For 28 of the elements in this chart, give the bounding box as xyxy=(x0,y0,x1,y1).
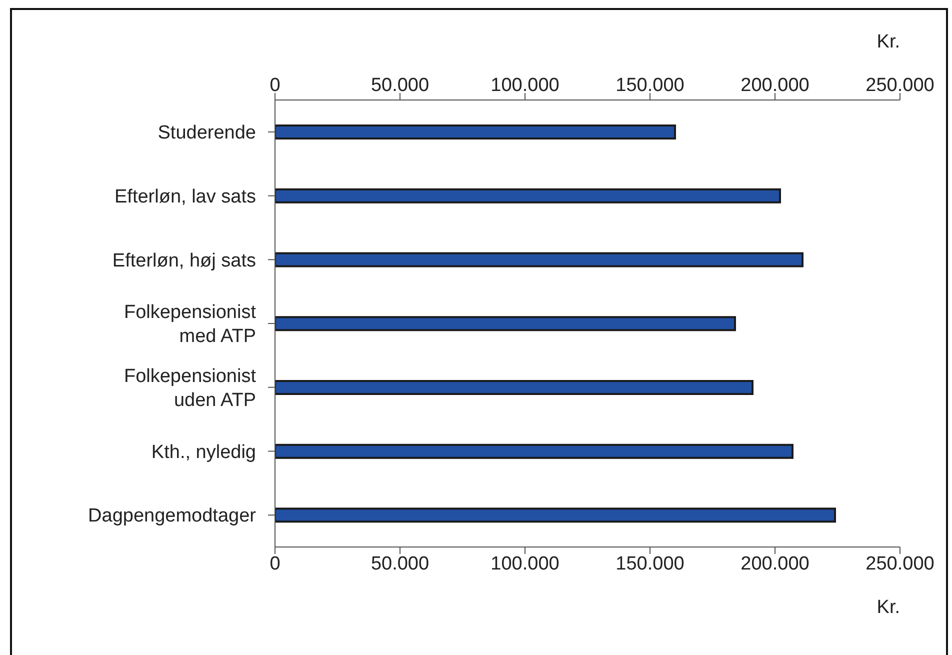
y-tick-label: Studerende xyxy=(158,122,256,144)
x2-tick-label: 50.000 xyxy=(370,553,430,574)
x-tick-label: 250.000 xyxy=(866,75,934,96)
bar xyxy=(275,316,736,332)
y-tick-label: Kth., nyledig xyxy=(151,442,256,463)
y-tick-label: Efterløn, høj sats xyxy=(112,250,256,272)
x-tick-label: 0 xyxy=(270,75,280,96)
x-tick-label: 100.000 xyxy=(490,75,560,96)
x2-tick-label: 200.000 xyxy=(740,553,810,574)
y-tick-label: Dagpengemodtager xyxy=(88,506,257,527)
x2-tick-label: 250.000 xyxy=(866,553,934,574)
bar xyxy=(275,508,836,523)
x-tick-label: 200.000 xyxy=(740,75,810,96)
y-tick-label: Folkepensionist med ATP xyxy=(124,302,257,348)
bar xyxy=(275,444,794,459)
y-tick-label: Folkepensionist uden ATP xyxy=(124,366,257,412)
x2-tick-label: 0 xyxy=(270,553,280,574)
bar xyxy=(275,380,754,395)
bar xyxy=(275,252,804,268)
x-tick-label: 150.000 xyxy=(616,75,684,96)
x2-tick-label: 100.000 xyxy=(490,553,560,574)
x2-axis-title: Kr. xyxy=(876,31,900,52)
bar xyxy=(275,124,676,140)
y-tick-label: Efterløn, lav sats xyxy=(114,186,256,208)
x2-tick-label: 150.000 xyxy=(616,553,684,574)
x-axis-title: Kr. xyxy=(876,597,900,618)
x-tick-label: 50.000 xyxy=(370,75,430,96)
bar xyxy=(275,188,781,204)
